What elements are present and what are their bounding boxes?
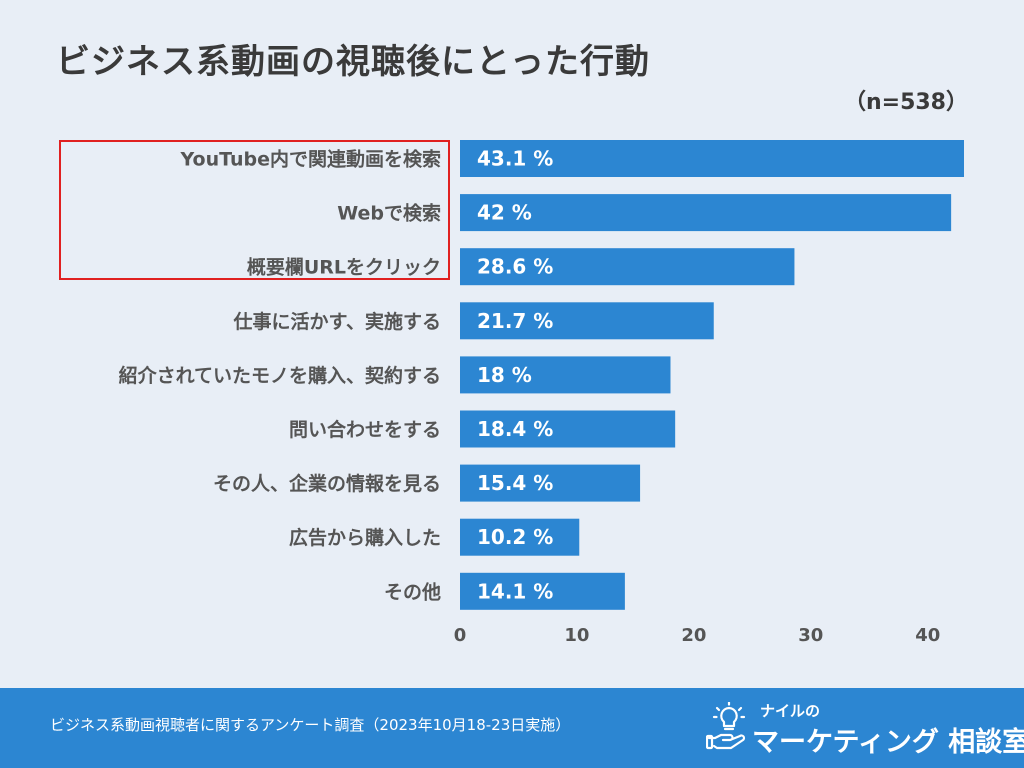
value-label: 18 %: [477, 363, 532, 387]
sample-size: （n=538）: [843, 90, 968, 115]
x-tick-label: 30: [798, 625, 823, 646]
x-tick-label: 0: [454, 625, 467, 646]
bar: [460, 248, 795, 286]
category-label: その人、企業の情報を見る: [213, 472, 441, 495]
category-label: その他: [384, 580, 441, 603]
category-label: 紹介されていたモノを購入、契約する: [119, 364, 441, 387]
bar: [460, 140, 964, 177]
bar: [460, 464, 641, 502]
category-label: 仕事に活かす、実施する: [233, 310, 441, 333]
x-tick-label: 20: [681, 625, 706, 646]
survey-note: ビジネス系動画視聴者に関するアンケート調査（2023年10月18-23日実施）: [50, 716, 571, 734]
value-label: 28.6 %: [477, 255, 553, 279]
category-label: YouTube内で関連動画を検索: [180, 148, 441, 171]
value-label: 10.2 %: [477, 525, 553, 549]
x-tick-label: 40: [915, 625, 940, 646]
value-label: 18.4 %: [477, 417, 553, 441]
bar: [460, 518, 580, 556]
logo-main-text: マーケティング 相談室: [752, 720, 1024, 759]
value-label: 14.1 %: [477, 579, 553, 603]
brand-logo: ナイルの マーケティング 相談室: [706, 694, 1024, 762]
lightbulb-hand-icon: [706, 702, 746, 750]
logo-main-katakana: マーケティング: [752, 727, 939, 758]
chart-title: ビジネス系動画の視聴後にとった行動: [56, 42, 650, 82]
highlight-box: [59, 140, 450, 280]
footer: ビジネス系動画視聴者に関するアンケート調査（2023年10月18-23日実施） …: [0, 688, 1024, 768]
bar: [460, 410, 676, 448]
category-label: 問い合わせをする: [289, 418, 441, 441]
logo-main-kanji: 相談室: [948, 727, 1024, 758]
value-label: 42 %: [477, 201, 532, 225]
value-label: 15.4 %: [477, 471, 553, 495]
category-label: 広告から購入した: [289, 526, 441, 549]
bar: [460, 572, 625, 610]
value-label: 43.1 %: [477, 147, 553, 171]
x-tick-label: 10: [564, 625, 589, 646]
bar-chart: YouTube内で関連動画を検索 43.1 % Webで検索 42 % 概要欄URLをク…: [119, 140, 964, 646]
logo-small-text: ナイルの: [760, 702, 821, 720]
bar: [460, 194, 952, 232]
bar: [460, 356, 671, 394]
value-label: 21.7 %: [477, 309, 553, 333]
category-label: Webで検索: [337, 202, 441, 225]
category-label: 概要欄URLをクリック: [247, 256, 441, 279]
bar: [460, 302, 714, 340]
